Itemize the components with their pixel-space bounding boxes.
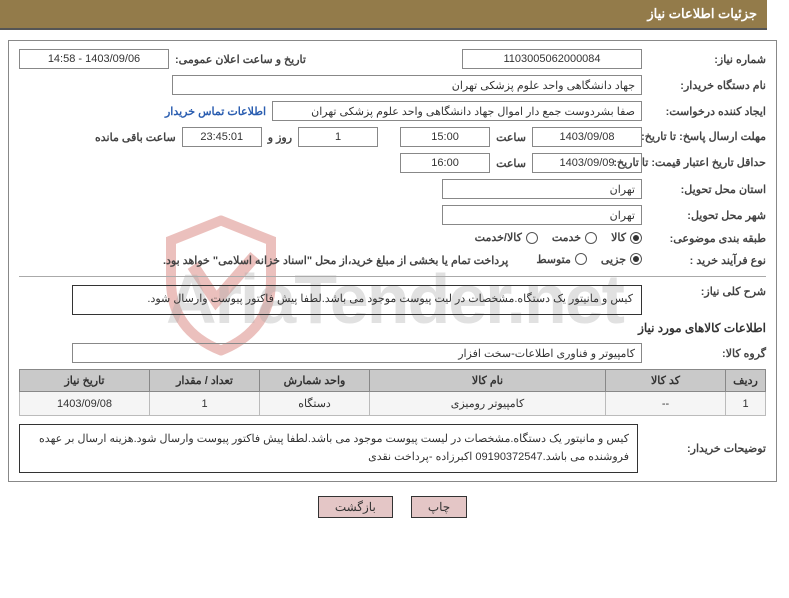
radio-label: جزیی [601, 253, 626, 266]
table-cell: 1 [150, 392, 260, 416]
city-value: تهران [442, 205, 642, 225]
back-button[interactable]: بازگشت [318, 496, 393, 518]
deadline-days-label: روز و [268, 131, 292, 144]
radio-option[interactable]: جزیی [601, 253, 642, 266]
radio-dot-icon [630, 253, 642, 265]
print-button[interactable]: چاپ [411, 496, 467, 518]
process-note: پرداخت تمام یا بخشی از مبلغ خرید،از محل … [163, 254, 508, 267]
validity-time: 16:00 [400, 153, 490, 173]
city-label: شهر محل تحویل: [648, 209, 766, 222]
need-number-value: 1103005062000084 [462, 49, 642, 69]
general-desc-label: شرح کلی نیاز: [648, 285, 766, 298]
radio-option[interactable]: متوسط [536, 253, 587, 266]
table-row: 1--کامپیوتر رومیزیدستگاه11403/09/08 [20, 392, 766, 416]
divider [19, 276, 766, 277]
buyer-org-label: نام دستگاه خریدار: [648, 79, 766, 92]
buyer-notes-label: توضیحات خریدار: [648, 442, 766, 455]
category-label: طبقه بندی موضوعی: [648, 232, 766, 245]
requester-value: صفا بشردوست جمع دار اموال جهاد دانشگاهی … [272, 101, 642, 121]
table-header-cell: واحد شمارش [260, 370, 370, 392]
radio-option[interactable]: خدمت [552, 231, 597, 244]
table-header-cell: ردیف [726, 370, 766, 392]
general-desc-value: کیس و مانیتور یک دستگاه.مشخصات در لیت پی… [72, 285, 642, 315]
table-header-cell: نام کالا [370, 370, 606, 392]
table-cell: دستگاه [260, 392, 370, 416]
table-cell: کامپیوتر رومیزی [370, 392, 606, 416]
deadline-remain-label: ساعت باقی مانده [95, 131, 176, 144]
radio-option[interactable]: کالا [611, 231, 642, 244]
goods-group-label: گروه کالا: [648, 347, 766, 360]
validity-label: حداقل تاریخ اعتبار قیمت: تا تاریخ: [648, 156, 766, 170]
radio-option[interactable]: کالا/خدمت [475, 231, 538, 244]
buyer-notes-value: کیس و مانیتور یک دستگاه.مشخصات در لیست پ… [19, 424, 638, 473]
panel-header: جزئیات اطلاعات نیاز [0, 0, 767, 30]
buyer-contact-link[interactable]: اطلاعات تماس خریدار [165, 105, 266, 118]
table-header-row: ردیفکد کالانام کالاواحد شمارشتعداد / مقد… [20, 370, 766, 392]
province-label: استان محل تحویل: [648, 183, 766, 196]
need-number-label: شماره نیاز: [648, 53, 766, 66]
deadline-time: 15:00 [400, 127, 490, 147]
table-header-cell: تاریخ نیاز [20, 370, 150, 392]
buyer-org-value: جهاد دانشگاهی واحد علوم پزشکی تهران [172, 75, 642, 95]
radio-dot-icon [575, 253, 587, 265]
goods-table: ردیفکد کالانام کالاواحد شمارشتعداد / مقد… [19, 369, 766, 416]
panel-title: جزئیات اطلاعات نیاز [647, 6, 757, 21]
radio-label: کالا/خدمت [475, 231, 522, 244]
province-value: تهران [442, 179, 642, 199]
validity-date: 1403/09/09 [532, 153, 642, 173]
radio-dot-icon [526, 232, 538, 244]
radio-label: متوسط [536, 253, 571, 266]
radio-label: خدمت [552, 231, 581, 244]
requester-label: ایجاد کننده درخواست: [648, 105, 766, 118]
table-cell: -- [606, 392, 726, 416]
process-radio-group: جزیی متوسط [522, 253, 642, 269]
table-cell: 1403/09/08 [20, 392, 150, 416]
radio-dot-icon [585, 232, 597, 244]
radio-label: کالا [611, 231, 626, 244]
deadline-date: 1403/09/08 [532, 127, 642, 147]
announce-datetime-value: 1403/09/06 - 14:58 [19, 49, 169, 69]
table-cell: 1 [726, 392, 766, 416]
validity-time-label: ساعت [496, 157, 526, 170]
deadline-days: 1 [298, 127, 378, 147]
table-header-cell: تعداد / مقدار [150, 370, 260, 392]
category-radio-group: کالا خدمت کالا/خدمت [461, 231, 642, 247]
details-panel: شماره نیاز: 1103005062000084 تاریخ و ساع… [8, 40, 777, 482]
table-header-cell: کد کالا [606, 370, 726, 392]
deadline-remain: 23:45:01 [182, 127, 262, 147]
process-label: نوع فرآیند خرید : [648, 254, 766, 267]
announce-datetime-label: تاریخ و ساعت اعلان عمومی: [175, 53, 306, 66]
deadline-label: مهلت ارسال پاسخ: تا تاریخ: [648, 130, 766, 144]
deadline-time-label: ساعت [496, 131, 526, 144]
button-row: چاپ بازگشت [8, 496, 777, 518]
goods-section-title: اطلاعات کالاهای مورد نیاز [19, 321, 766, 335]
goods-group-value: کامپیوتر و فناوری اطلاعات-سخت افزار [72, 343, 642, 363]
radio-dot-icon [630, 232, 642, 244]
